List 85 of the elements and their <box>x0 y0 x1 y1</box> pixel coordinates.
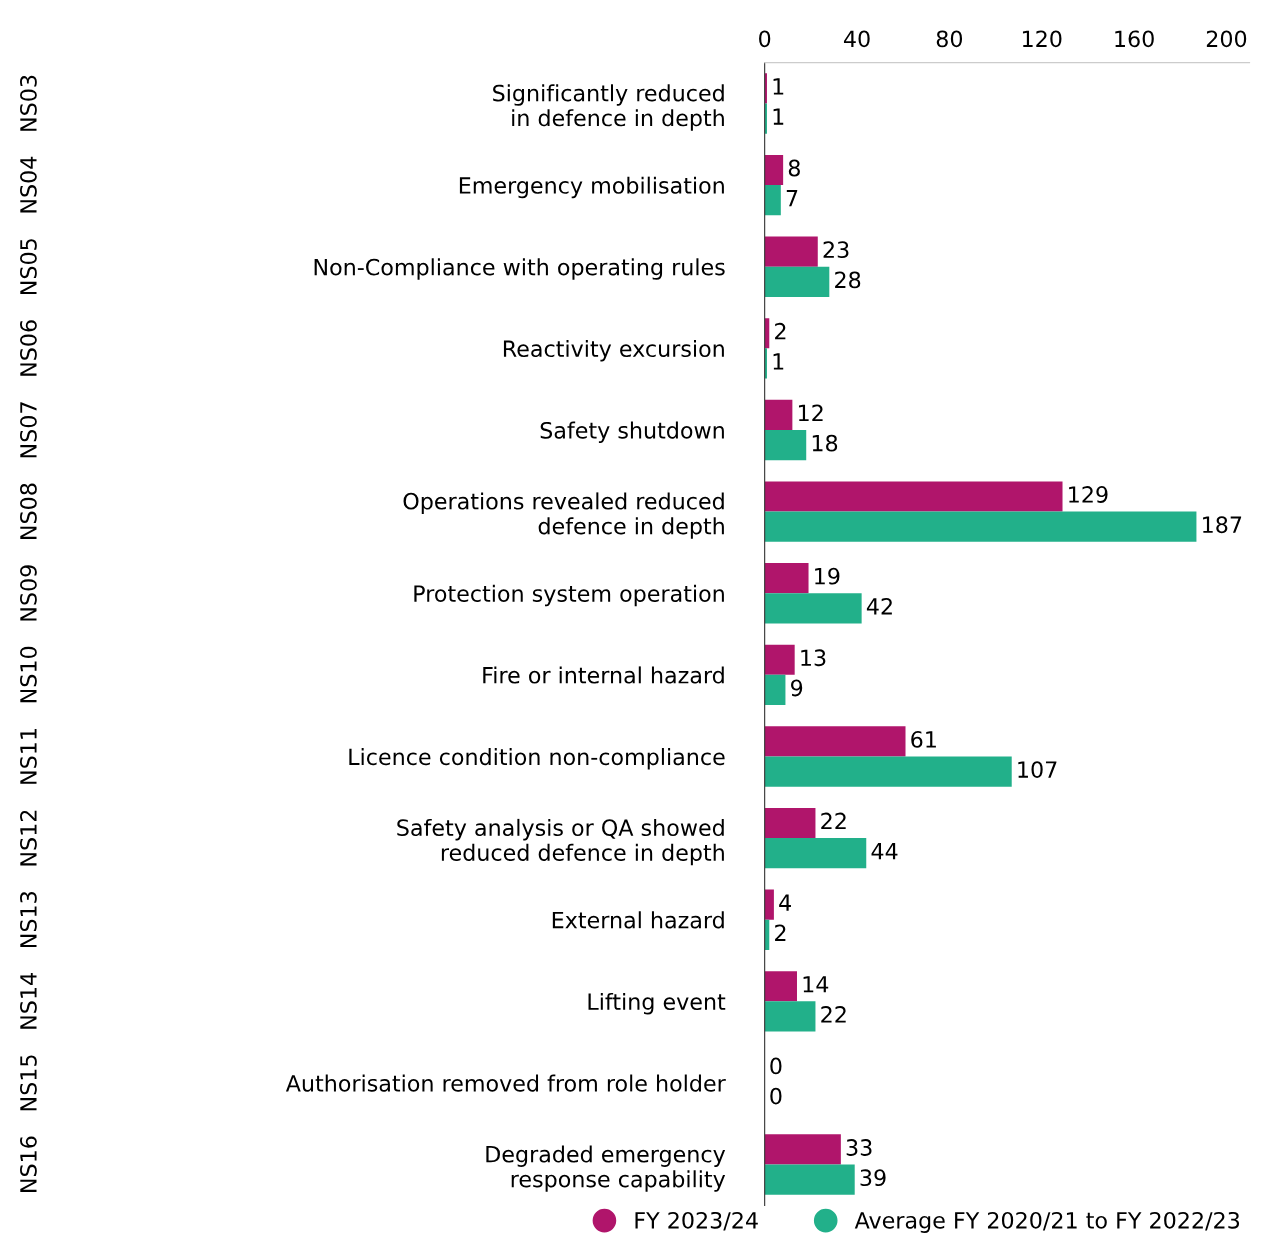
bar <box>764 266 830 297</box>
bar <box>764 429 807 461</box>
bar <box>764 154 784 186</box>
data-label: 107 <box>1018 761 1057 778</box>
text: NS06 <box>20 320 37 376</box>
y-tick-label: Emergency mobilisation <box>459 176 724 199</box>
bar <box>764 674 786 706</box>
data-label: 2 <box>775 322 786 340</box>
text: NS13 <box>20 891 37 948</box>
y-tick-label: Operations revealed reduced defence in depth <box>403 492 724 539</box>
data-label: 187 <box>1203 516 1242 534</box>
x-tick-label: 0 <box>759 30 771 48</box>
bar <box>764 756 1012 787</box>
y-tick-label: Degraded emergency response capability <box>486 1145 726 1192</box>
text: NS09 <box>20 565 37 621</box>
y-tick-label: External hazard <box>552 911 724 929</box>
y-tick-label: Licence condition non-compliance <box>349 748 725 770</box>
data-label: 8 <box>788 159 800 177</box>
data-label: 33 <box>846 1139 872 1156</box>
bar <box>764 481 1063 512</box>
data-label: 22 <box>821 1006 846 1023</box>
data-label: 1 <box>773 78 784 95</box>
data-label: 0 <box>770 1057 782 1075</box>
bar <box>764 185 781 216</box>
y-tick-label: Authorisation removed from role holder <box>285 1074 726 1092</box>
bar <box>764 1164 855 1195</box>
text: NS05 <box>20 239 37 295</box>
data-label: 13 <box>801 649 826 667</box>
data-label: 61 <box>911 730 936 748</box>
data-label: 44 <box>871 843 898 860</box>
x-tick-label: 160 <box>1115 30 1154 48</box>
bar <box>764 726 906 757</box>
bar <box>764 399 793 430</box>
x-tick-label: 40 <box>843 30 870 48</box>
y-tick-label: Significantly reduced in defence in depth <box>493 84 724 131</box>
bar <box>764 644 795 675</box>
y-tick-label: Fire or internal hazard <box>483 666 724 684</box>
y-tick-label: Safety analysis or QA showed reduced defence in depth <box>397 818 724 866</box>
data-label: 14 <box>803 976 829 993</box>
data-label: 9 <box>791 679 803 697</box>
legend-label: FY 2023/24 <box>635 1211 758 1231</box>
x-tick-label: 80 <box>936 30 963 48</box>
data-label: 1 <box>773 353 784 370</box>
bar <box>764 511 1197 542</box>
data-label: 1 <box>773 108 784 125</box>
text: NS08 <box>20 483 37 539</box>
data-label: 129 <box>1069 486 1108 503</box>
text: NS15 <box>20 1055 37 1111</box>
y-tick-label: Reactivity excursion <box>503 339 724 362</box>
text: NS14 <box>20 973 37 1029</box>
y-tick-label: Protection system operation <box>414 584 724 607</box>
text: NS16 <box>20 1136 37 1192</box>
bar <box>764 971 797 1002</box>
y-tick-label: Non-Compliance with operating rules <box>314 258 725 280</box>
bar <box>764 807 816 839</box>
data-label: 23 <box>823 241 849 259</box>
bar <box>764 563 809 594</box>
x-tick-label: 120 <box>1022 30 1062 48</box>
text: NS03 <box>20 75 37 131</box>
legend-label: Average FY 2020/21 to FY 2022/23 <box>854 1211 1240 1233</box>
data-label: 7 <box>786 190 798 207</box>
bar <box>764 236 818 267</box>
text: NS04 <box>20 156 37 213</box>
text: NS10 <box>20 646 37 703</box>
data-label: 19 <box>815 567 840 585</box>
data-label: 39 <box>860 1169 886 1187</box>
data-label: 18 <box>812 434 838 452</box>
text: NS11 <box>20 729 37 784</box>
y-tick-label: Lifting event <box>588 992 726 1015</box>
data-label: 2 <box>775 924 786 941</box>
y-tick-label: Safety shutdown <box>540 421 724 444</box>
bar <box>764 889 774 920</box>
data-label: 4 <box>779 894 791 911</box>
text: NS07 <box>20 402 37 458</box>
bar <box>764 1001 816 1032</box>
data-label: 0 <box>770 1087 782 1105</box>
data-label: 12 <box>798 404 823 421</box>
data-label: 42 <box>866 597 892 615</box>
data-label: 28 <box>835 271 861 289</box>
bar <box>764 593 862 624</box>
data-label: 22 <box>821 812 846 830</box>
text: NS12 <box>20 810 37 866</box>
bar <box>764 838 867 869</box>
bar <box>764 1134 841 1165</box>
x-tick-label: 200 <box>1206 30 1247 48</box>
